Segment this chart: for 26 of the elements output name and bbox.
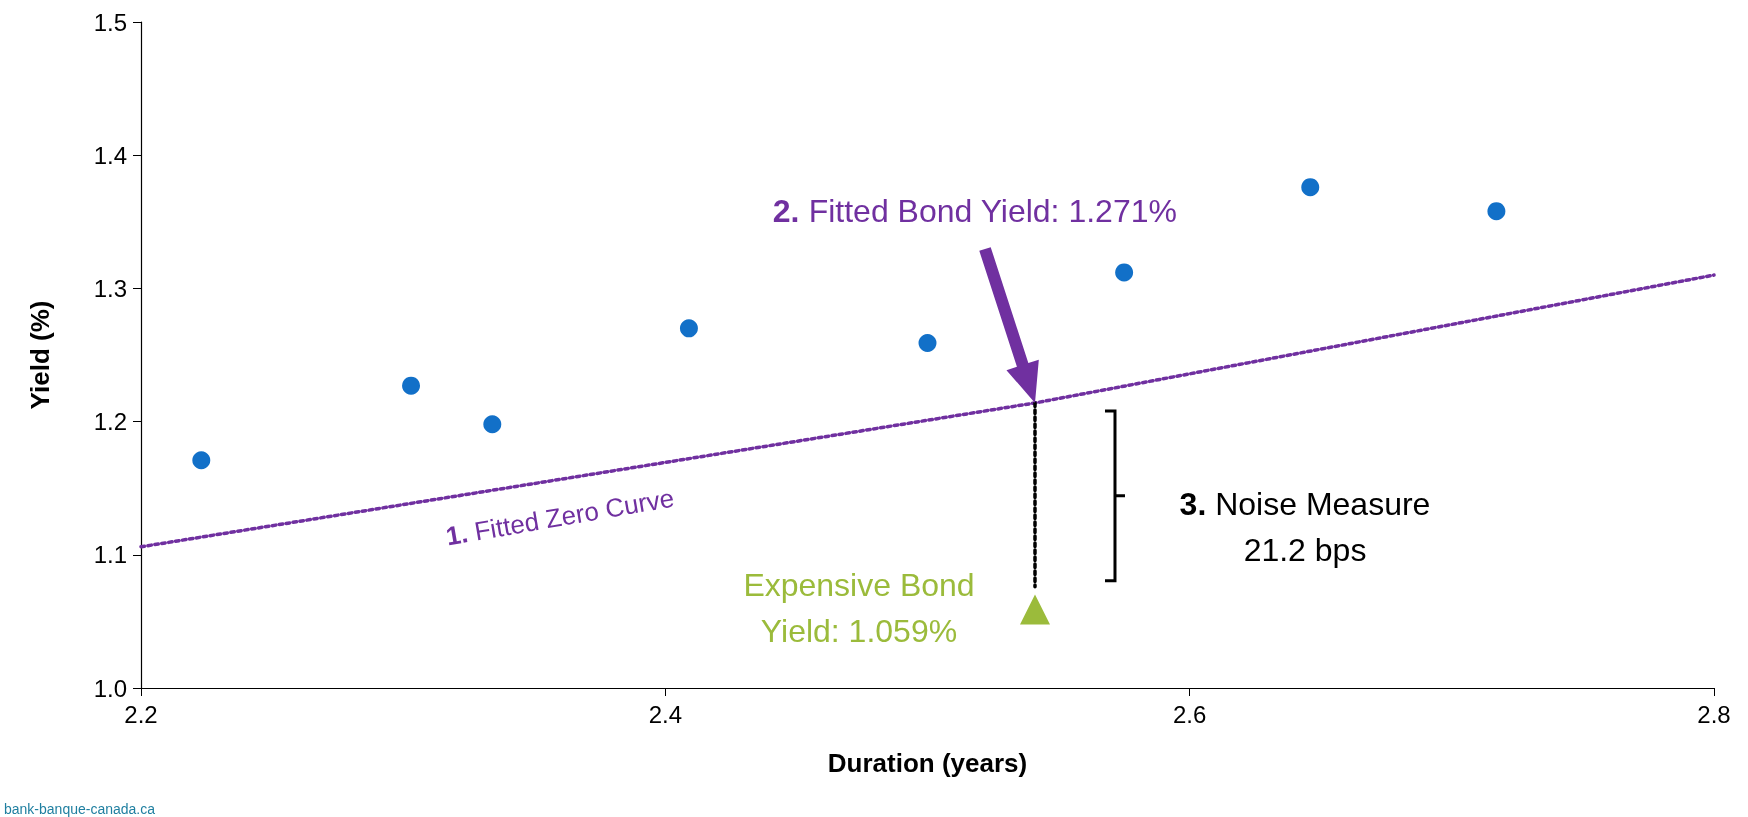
point <box>1115 263 1134 282</box>
x-tick-label: 2.4 <box>648 700 683 728</box>
x-tick-label: 2.6 <box>1172 700 1207 728</box>
annotation: 1. Fitted Zero Curve <box>443 482 677 552</box>
y-tick-label: 1.3 <box>93 274 127 302</box>
x-axis-title: Duration (years) <box>827 748 1028 778</box>
point <box>402 376 421 395</box>
x-tick-label: 2.8 <box>1697 700 1731 728</box>
y-tick-label: 1.2 <box>93 408 127 436</box>
y-tick-label: 1.0 <box>93 674 127 702</box>
annotation: 2. Fitted Bond Yield: 1.271% <box>772 193 1177 229</box>
point <box>1301 178 1320 197</box>
y-tick-label: 1.1 <box>93 541 127 569</box>
point <box>1019 594 1050 625</box>
y-tick-label: 1.4 <box>93 141 127 169</box>
y-tick-label: 1.5 <box>93 8 127 36</box>
x-tick-label: 2.2 <box>124 700 158 728</box>
annotation: 3. Noise Measure 21.2 bps <box>1179 486 1431 568</box>
point <box>483 415 502 434</box>
y-axis-title: Yield (%) <box>25 300 55 410</box>
point <box>679 319 698 338</box>
point <box>192 451 211 470</box>
annotation: Expensive Bond Yield: 1.059% <box>743 567 975 649</box>
text: bank-banque-canada.ca <box>4 801 156 817</box>
point <box>918 334 937 353</box>
point <box>1487 202 1506 221</box>
